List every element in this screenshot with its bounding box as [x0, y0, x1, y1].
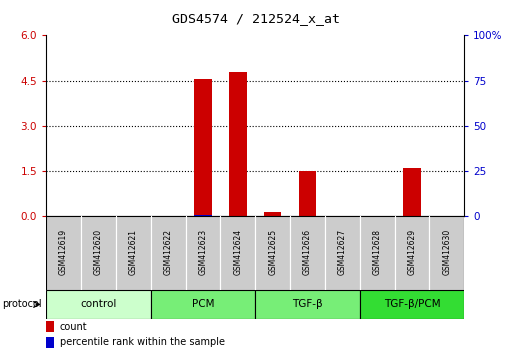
Text: control: control [80, 299, 116, 309]
Text: GSM412621: GSM412621 [129, 229, 138, 275]
Text: count: count [60, 321, 88, 332]
Text: GSM412625: GSM412625 [268, 229, 277, 275]
Bar [186, 216, 221, 290]
Bar [255, 290, 360, 319]
Text: GSM412620: GSM412620 [94, 229, 103, 275]
Text: GSM412628: GSM412628 [372, 229, 382, 275]
Text: GSM412626: GSM412626 [303, 229, 312, 275]
Text: GSM412630: GSM412630 [442, 228, 451, 275]
Text: GSM412619: GSM412619 [59, 229, 68, 275]
Text: GSM412629: GSM412629 [407, 229, 417, 275]
Bar [46, 321, 54, 332]
Text: GSM412623: GSM412623 [199, 229, 207, 275]
Bar [151, 216, 186, 290]
Text: GSM412627: GSM412627 [338, 229, 347, 275]
Bar [429, 216, 464, 290]
Bar [325, 216, 360, 290]
Bar [360, 216, 394, 290]
Bar [264, 212, 281, 216]
Text: GSM412624: GSM412624 [233, 229, 242, 275]
Bar [46, 290, 151, 319]
Bar [194, 79, 212, 216]
Text: percentile rank within the sample: percentile rank within the sample [60, 337, 225, 348]
Bar [403, 168, 421, 216]
Bar [255, 216, 290, 290]
Text: GSM412622: GSM412622 [164, 229, 172, 275]
Bar [360, 290, 464, 319]
Bar [46, 337, 54, 348]
Bar [299, 171, 316, 216]
Bar [221, 216, 255, 290]
Bar [290, 216, 325, 290]
Text: PCM: PCM [192, 299, 214, 309]
Text: TGF-β/PCM: TGF-β/PCM [384, 299, 440, 309]
Text: TGF-β: TGF-β [292, 299, 323, 309]
Text: GDS4574 / 212524_x_at: GDS4574 / 212524_x_at [172, 12, 341, 25]
Bar [46, 216, 81, 290]
Text: protocol: protocol [3, 299, 42, 309]
Bar [116, 216, 151, 290]
Bar [229, 72, 247, 216]
Bar [81, 216, 116, 290]
Bar [394, 216, 429, 290]
Bar [151, 290, 255, 319]
